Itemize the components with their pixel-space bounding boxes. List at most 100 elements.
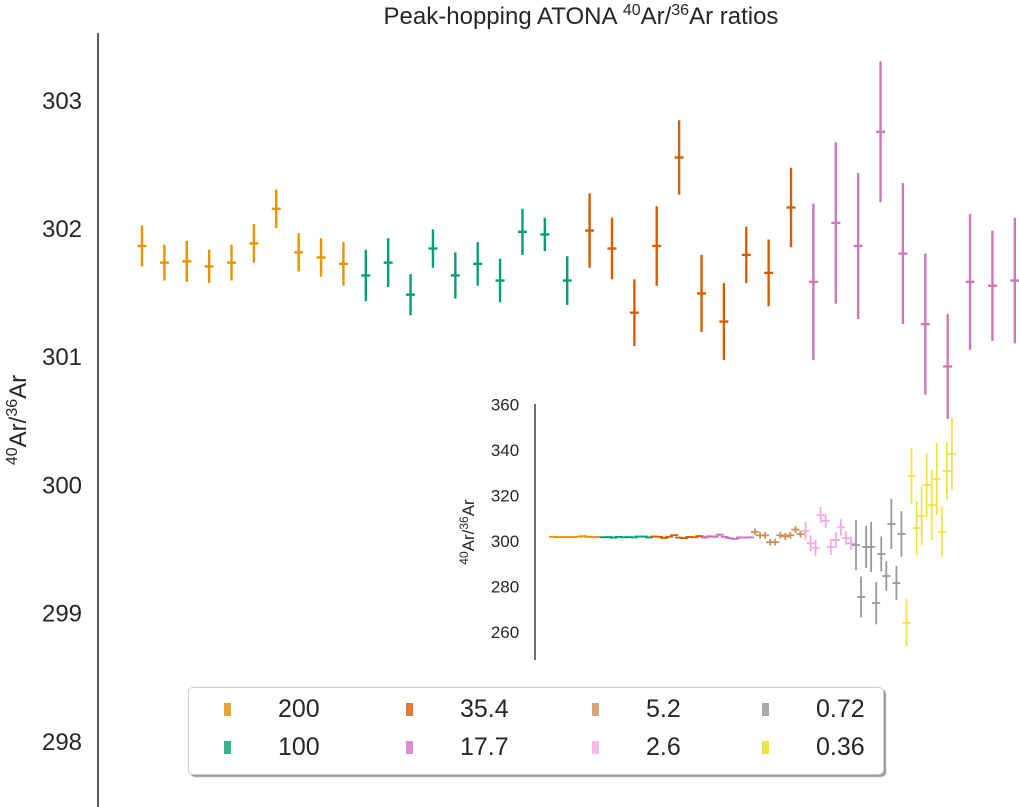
legend: 200 100 35.4 17.7 5.2 2.6 0.72 0.36 — [188, 687, 884, 775]
y-tick-label: 301 — [42, 344, 82, 371]
legend-swatch — [406, 741, 413, 754]
inset-ylabel-sup-36: 36 — [457, 516, 471, 530]
inset-errorbar-point-35_4 — [690, 536, 699, 539]
inset-errorbar-point-2_6 — [841, 531, 850, 545]
inset-errorbar-point-17_7 — [720, 535, 729, 539]
errorbar-point-35_4 — [764, 239, 774, 307]
inset-errorbar-point-2_6 — [846, 536, 855, 551]
inset-y-tick-label: 340 — [491, 441, 519, 460]
legend-label: 35.4 — [460, 695, 509, 723]
ylabel-sup-36: 36 — [4, 399, 21, 417]
inset-errorbar-point-0_72 — [852, 520, 860, 571]
legend-swatch — [762, 741, 769, 754]
inset-errorbar-point-0_36 — [912, 500, 921, 556]
errorbar-point-17_7 — [876, 61, 886, 203]
legend-swatch — [762, 703, 769, 716]
title-mid: Ar/ — [641, 3, 672, 30]
inset-errorbar-point-0_36 — [917, 486, 926, 546]
legend-label: 200 — [278, 695, 320, 723]
errorbar-point-100 — [517, 208, 527, 255]
ylabel-sup-40: 40 — [4, 447, 21, 465]
errorbar-point-200 — [316, 238, 326, 277]
legend-swatch — [592, 703, 599, 716]
inset-errorbar-point-5_2 — [776, 531, 785, 539]
inset-errorbar-point-5_2 — [781, 533, 790, 540]
inset-ylabel-suffix: Ar — [459, 499, 478, 516]
inset-errorbar-point-5_2 — [751, 528, 759, 536]
inset-ylabel-mid: Ar/ — [459, 529, 478, 551]
inset-y-tick-label: 320 — [491, 487, 519, 506]
inset-y-tick-label: 260 — [491, 623, 519, 642]
errorbar-point-35_4 — [607, 217, 617, 280]
errorbar-point-17_7 — [987, 230, 997, 341]
inset-errorbar-point-35_4 — [655, 535, 664, 538]
errorbar-point-100 — [540, 217, 550, 252]
errorbar-point-100 — [495, 258, 505, 303]
errorbar-point-100 — [562, 256, 572, 305]
errorbar-point-17_7 — [1010, 217, 1019, 344]
errorbar-point-35_4 — [585, 193, 595, 268]
errorbar-point-17_7 — [898, 183, 908, 325]
title-sup-36: 36 — [671, 2, 689, 19]
inset-errorbar-point-35_4 — [670, 534, 679, 537]
inset-errorbar-point-2_6 — [826, 538, 835, 555]
inset-errorbar-point-0_72 — [872, 581, 881, 625]
y-tick-labels: 298 299 300 301 302 303 — [42, 88, 82, 756]
errorbar-point-35_4 — [629, 279, 639, 346]
inset-errorbar-point-35_4 — [695, 535, 704, 537]
inset-errorbar-point-2_6 — [801, 521, 810, 541]
chart-title: Peak-hopping ATONA 40Ar/36Ar ratios — [384, 2, 779, 30]
legend-label: 0.72 — [816, 695, 865, 723]
inset-errorbar-point-2_6 — [816, 507, 825, 524]
inset-errorbar-point-0_72 — [877, 536, 886, 572]
title-sup-40: 40 — [623, 2, 641, 19]
inset-errorbar-point-35_4 — [665, 535, 674, 538]
inset-errorbar-point-17_7 — [700, 536, 709, 539]
errorbar-point-200 — [182, 240, 192, 282]
errorbar-point-100 — [473, 242, 483, 286]
inset-errorbar-point-0_36 — [942, 442, 951, 500]
inset-errorbar-point-17_7 — [715, 533, 724, 536]
errorbar-point-100 — [406, 274, 416, 316]
inset-errorbar-point-17_7 — [710, 535, 719, 539]
errorbar-point-100 — [361, 249, 371, 302]
inset-y-axis-label: 40Ar/36Ar — [457, 499, 478, 565]
main-plot-marks — [137, 61, 1019, 420]
inset-errorbar-point-0_36 — [932, 442, 941, 515]
legend-swatch — [592, 741, 599, 754]
inset-errorbar-point-17_7 — [745, 536, 754, 539]
inset-errorbar-point-2_6 — [821, 514, 830, 528]
inset-plot-marks — [549, 417, 956, 648]
inset-ylabel-sup-40: 40 — [457, 551, 471, 565]
legend-swatch — [224, 741, 231, 754]
inset-errorbar-point-5_2 — [761, 531, 770, 539]
inset-errorbar-point-0_72 — [897, 511, 906, 557]
inset-errorbar-point-35_4 — [680, 537, 689, 540]
inset-errorbar-point-5_2 — [771, 538, 780, 546]
ylabel-mid: Ar/ — [5, 416, 32, 447]
inset-errorbar-point-35_4 — [660, 537, 669, 539]
y-tick-label: 303 — [42, 88, 82, 115]
inset-errorbar-point-2_6 — [806, 535, 815, 552]
inset-errorbar-point-5_2 — [786, 531, 795, 539]
errorbar-point-17_7 — [808, 203, 818, 361]
errorbar-point-17_7 — [943, 313, 953, 420]
errorbar-point-35_4 — [719, 283, 729, 361]
errorbar-point-17_7 — [965, 213, 975, 350]
errorbar-point-100 — [450, 252, 460, 299]
inset-errorbar-point-17_7 — [730, 537, 739, 540]
title-prefix: Peak-hopping ATONA — [384, 3, 623, 30]
legend-label: 0.36 — [816, 733, 865, 761]
y-tick-label: 300 — [42, 472, 82, 499]
errorbar-point-35_4 — [674, 120, 684, 195]
inset-errorbar-point-0_36 — [922, 453, 931, 517]
inset-errorbar-point-2_6 — [831, 532, 840, 549]
inset-y-tick-labels: 260 280 300 320 340 360 — [491, 396, 519, 643]
inset-errorbar-point-0_72 — [857, 576, 866, 618]
legend-label: 5.2 — [646, 695, 681, 723]
legend-label: 2.6 — [646, 733, 681, 761]
inset-errorbar-point-2_6 — [836, 519, 845, 536]
y-axis-label: 40Ar/36Ar — [4, 375, 32, 465]
errorbar-point-100 — [428, 229, 438, 268]
